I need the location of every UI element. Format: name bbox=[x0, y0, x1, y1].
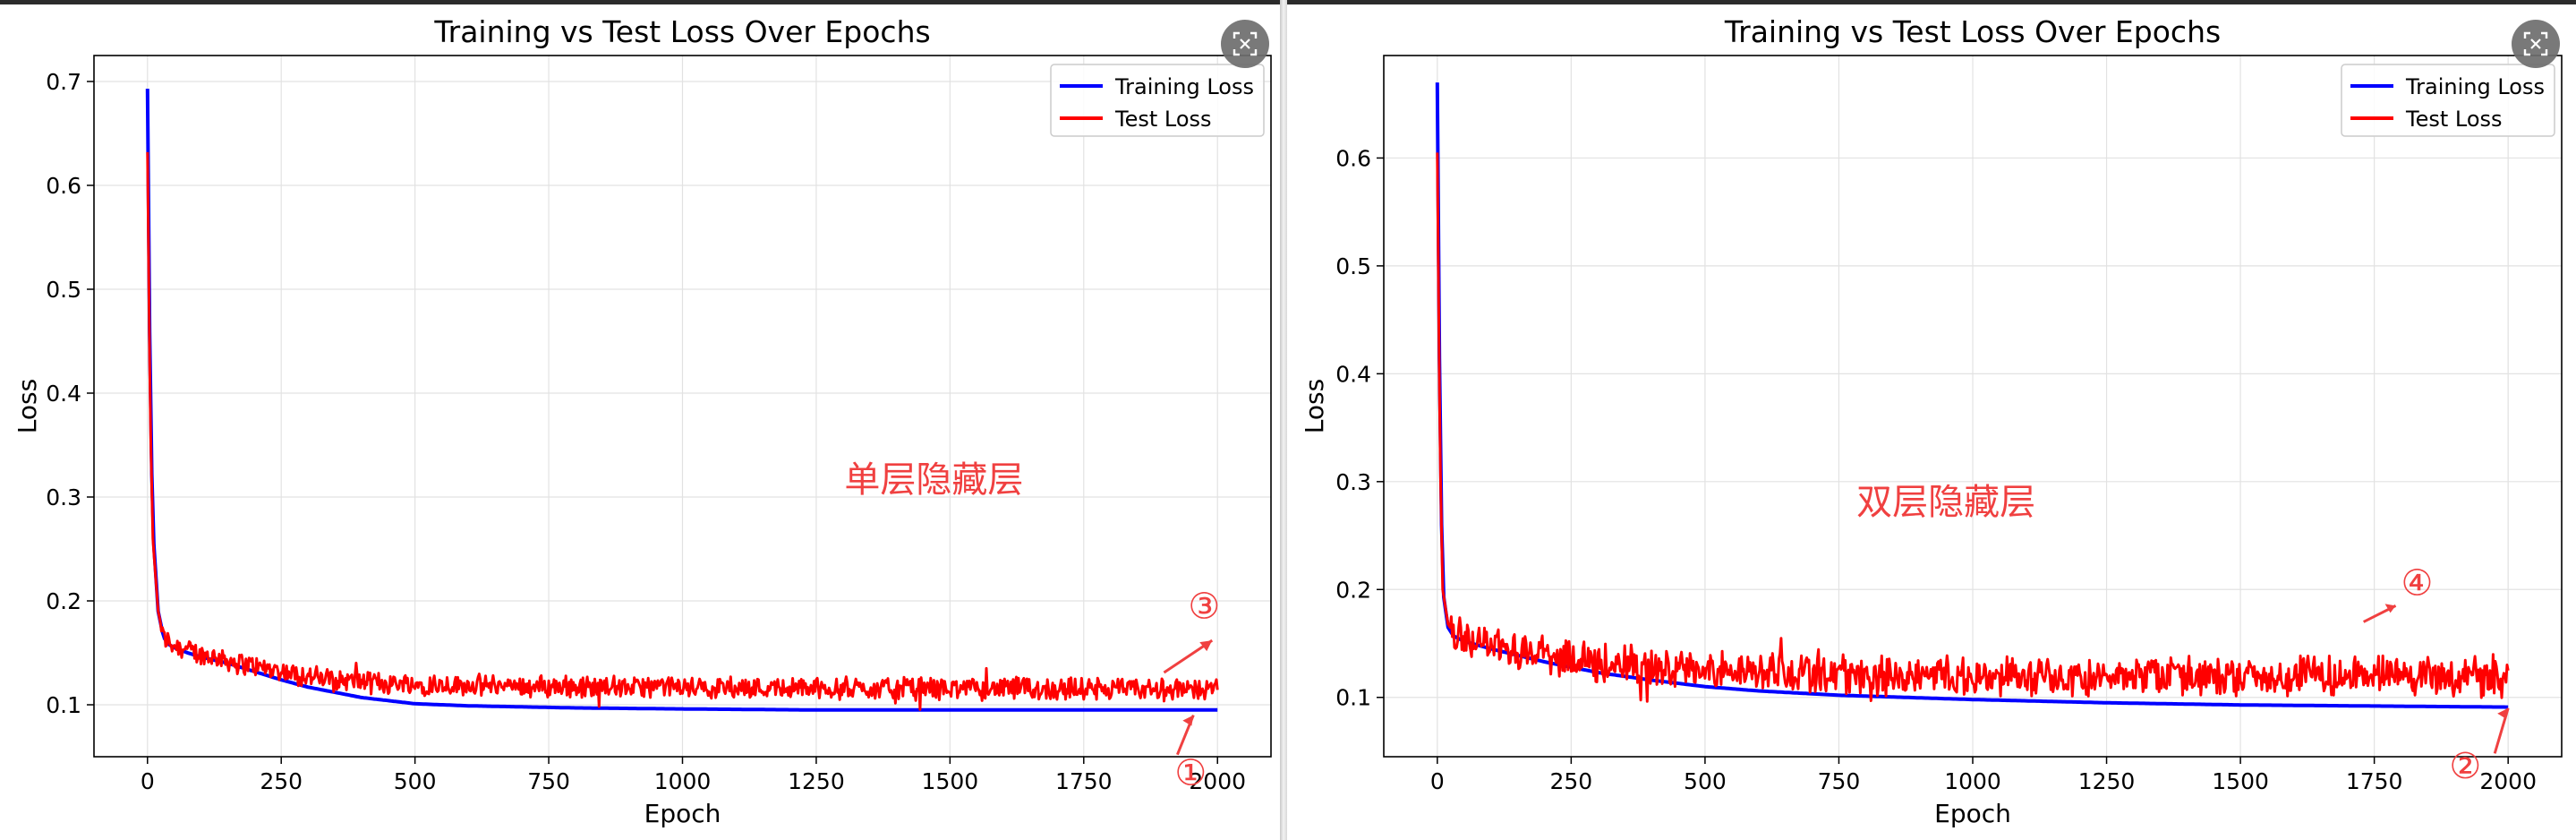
expand-icon bbox=[1233, 31, 1258, 56]
x-tick-label: 1000 bbox=[1944, 768, 2001, 794]
y-tick-label: 0.6 bbox=[1335, 145, 1371, 171]
x-tick-label: 0 bbox=[141, 768, 155, 794]
annotation-marker: ② bbox=[2449, 746, 2481, 787]
expand-image-button[interactable] bbox=[1221, 20, 1269, 68]
x-tick-label: 250 bbox=[1550, 768, 1593, 794]
legend: Training Loss Test Loss bbox=[2341, 64, 2555, 137]
test-loss-line bbox=[146, 151, 1219, 711]
annotation-marker: ④ bbox=[2401, 562, 2434, 604]
annotation-label: 单层隐藏层 bbox=[844, 459, 1023, 501]
legend-label: Test Loss bbox=[1114, 107, 1212, 132]
x-tick-label: 1250 bbox=[2078, 768, 2136, 794]
x-tick-label: 500 bbox=[1684, 768, 1727, 794]
x-tick-label: 500 bbox=[394, 768, 437, 794]
right-loss-chart: 0 250 500 750 1000 1250 1500 1750 2000 0.1 0.2 0.3 0… bbox=[1300, 14, 2563, 828]
y-axis-label: Loss bbox=[13, 379, 42, 433]
expand-icon bbox=[2523, 31, 2548, 56]
y-tick-label: 0.7 bbox=[46, 69, 81, 95]
plot-frame bbox=[1383, 55, 2563, 758]
annotation-label: 双层隐藏层 bbox=[1856, 482, 2035, 523]
legend: Training Loss Test Loss bbox=[1050, 64, 1265, 137]
y-tick-label: 0.3 bbox=[46, 484, 81, 510]
test-loss-line bbox=[1436, 152, 2510, 703]
left-chart-panel: 0 250 500 750 1000 1250 1500 1750 2000 0.1 0.2 0.3 0… bbox=[0, 0, 1280, 840]
legend-box bbox=[1050, 64, 1265, 137]
chart-title: Training vs Test Loss Over Epochs bbox=[433, 14, 930, 49]
training-loss-line bbox=[1435, 82, 2509, 709]
x-tick-label: 1250 bbox=[788, 768, 845, 794]
series-group bbox=[1435, 82, 2510, 709]
x-tick-label: 1500 bbox=[922, 768, 979, 794]
annotation-marker: ① bbox=[1174, 752, 1207, 793]
x-axis-label: Epoch bbox=[644, 799, 721, 828]
training-loss-line bbox=[145, 89, 1218, 712]
window-top-bar bbox=[0, 0, 2576, 4]
y-tick-label: 0.1 bbox=[1335, 685, 1371, 711]
y-tick-label: 0.4 bbox=[1335, 361, 1371, 387]
legend-label: Training Loss bbox=[2405, 74, 2545, 99]
legend-label: Training Loss bbox=[1114, 74, 1254, 99]
x-tick-label: 1000 bbox=[654, 768, 712, 794]
x-tick-label: 2000 bbox=[1189, 768, 1246, 794]
y-tick-label: 0.2 bbox=[46, 588, 81, 614]
x-axis-label: Epoch bbox=[1934, 799, 2011, 828]
x-tick-label: 1750 bbox=[2346, 768, 2403, 794]
y-tick-label: 0.1 bbox=[46, 692, 81, 718]
grid-lines bbox=[1384, 56, 2562, 757]
right-chart-panel: 0 250 500 750 1000 1250 1500 1750 2000 0.1 0.2 0.3 0… bbox=[1287, 0, 2576, 840]
axis-ticks: 0 250 500 750 1000 1250 1500 1750 2000 0.1 0.2 0.3 0… bbox=[46, 69, 1246, 794]
x-tick-label: 1750 bbox=[1055, 768, 1113, 794]
panel-divider[interactable] bbox=[1280, 0, 1287, 840]
x-tick-label: 0 bbox=[1430, 768, 1445, 794]
x-tick-label: 750 bbox=[1818, 768, 1861, 794]
annotations: 双层隐藏层 ④ ② bbox=[1856, 482, 2510, 787]
legend-label: Test Loss bbox=[2405, 107, 2503, 132]
annotation-arrowhead bbox=[2497, 707, 2509, 719]
left-loss-chart: 0 250 500 750 1000 1250 1500 1750 2000 0.1 0.2 0.3 0… bbox=[13, 14, 1272, 828]
y-tick-label: 0.5 bbox=[1335, 253, 1371, 279]
y-tick-label: 0.3 bbox=[1335, 469, 1371, 495]
plot-frame bbox=[93, 55, 1272, 758]
y-tick-label: 0.4 bbox=[46, 381, 81, 407]
x-tick-label: 1500 bbox=[2212, 768, 2269, 794]
x-tick-label: 750 bbox=[527, 768, 570, 794]
y-tick-label: 0.5 bbox=[46, 277, 81, 303]
chart-title: Training vs Test Loss Over Epochs bbox=[1724, 14, 2221, 49]
expand-image-button[interactable] bbox=[2512, 20, 2560, 68]
y-tick-label: 0.2 bbox=[1335, 577, 1371, 603]
series-group bbox=[145, 89, 1219, 712]
annotation-arrowhead bbox=[1182, 715, 1194, 726]
axis-ticks: 0 250 500 750 1000 1250 1500 1750 2000 0.1 0.2 0.3 0… bbox=[1335, 145, 2537, 794]
annotation-arrowhead bbox=[1199, 640, 1213, 652]
annotations: 单层隐藏层 ③ ① bbox=[844, 459, 1220, 793]
annotation-arrowhead bbox=[2384, 604, 2396, 613]
x-tick-label: 250 bbox=[260, 768, 303, 794]
x-tick-label: 2000 bbox=[2479, 768, 2537, 794]
annotation-marker: ③ bbox=[1188, 587, 1220, 628]
y-axis-label: Loss bbox=[1300, 379, 1329, 433]
grid-lines bbox=[94, 56, 1271, 757]
legend-box bbox=[2341, 64, 2555, 137]
y-tick-label: 0.6 bbox=[46, 173, 81, 199]
